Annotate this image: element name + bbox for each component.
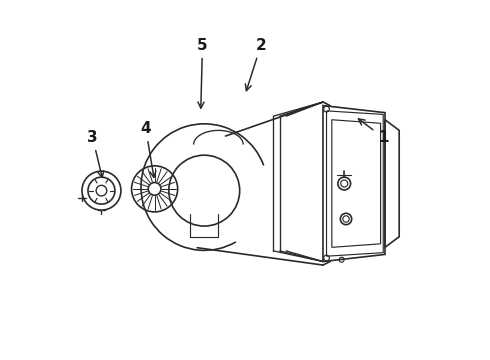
Text: 1: 1 (359, 119, 389, 145)
Text: 2: 2 (245, 38, 267, 91)
Text: 3: 3 (87, 130, 104, 177)
Text: 4: 4 (141, 121, 156, 177)
Text: 5: 5 (197, 38, 208, 108)
